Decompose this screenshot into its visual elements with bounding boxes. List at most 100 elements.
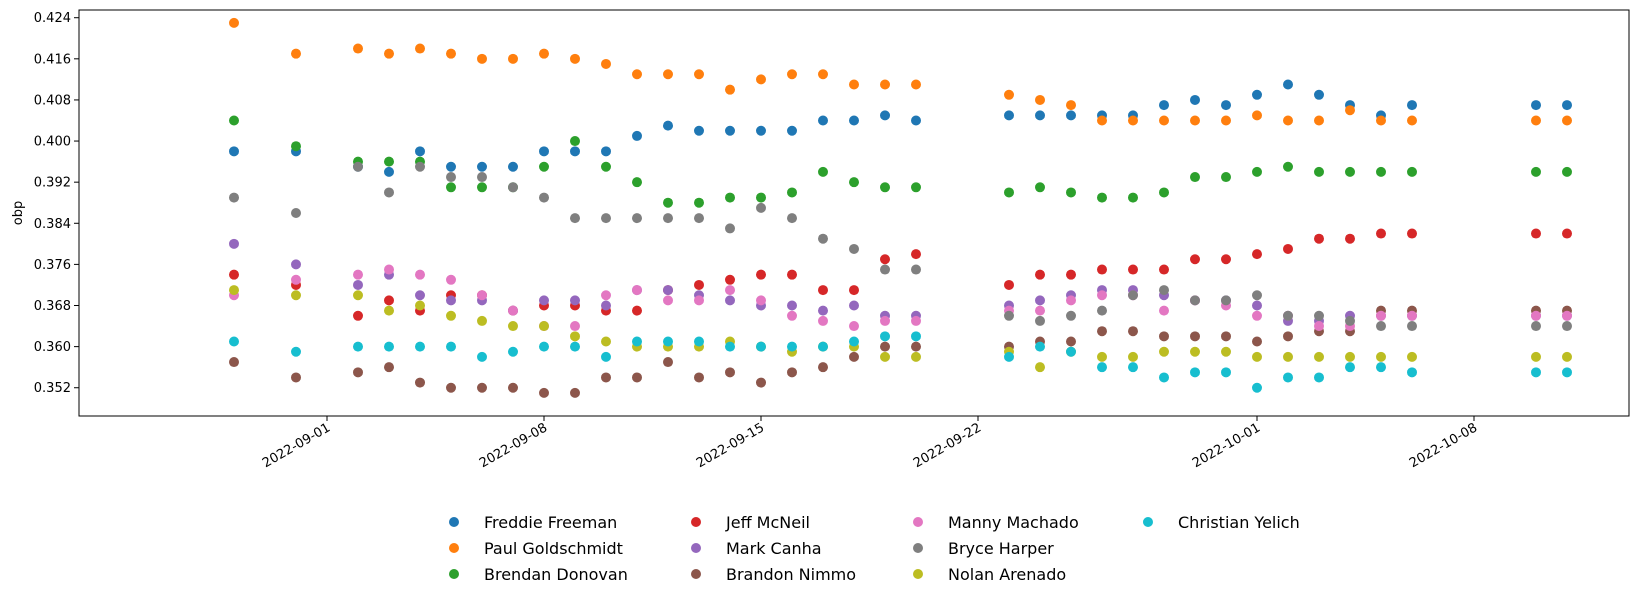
data-point	[570, 295, 580, 306]
data-point	[539, 321, 549, 332]
y-tick-label: 0.352	[34, 381, 71, 396]
data-point	[570, 321, 580, 332]
data-point	[725, 84, 735, 95]
data-point	[1562, 228, 1572, 239]
legend-marker	[449, 543, 459, 553]
data-point	[663, 295, 673, 306]
data-point	[880, 341, 890, 352]
data-point	[1128, 351, 1138, 362]
data-point	[1283, 372, 1293, 383]
data-point	[477, 315, 487, 326]
data-point	[756, 295, 766, 306]
data-point	[601, 58, 611, 69]
data-point	[787, 125, 797, 136]
data-point	[1066, 336, 1076, 347]
data-point	[446, 274, 456, 285]
data-point	[1252, 300, 1262, 311]
data-point	[229, 269, 239, 280]
data-point	[1531, 321, 1541, 332]
data-point	[1035, 341, 1045, 352]
data-point	[384, 305, 394, 316]
data-point	[446, 182, 456, 193]
data-point	[601, 213, 611, 224]
data-point	[849, 285, 859, 296]
data-point	[477, 53, 487, 64]
data-point	[1221, 254, 1231, 265]
data-point	[477, 290, 487, 301]
data-point	[415, 290, 425, 301]
data-point	[1035, 182, 1045, 193]
data-point	[663, 213, 673, 224]
data-point	[787, 187, 797, 198]
data-point	[1190, 295, 1200, 306]
data-point	[229, 192, 239, 203]
data-point	[353, 290, 363, 301]
y-tick-label: 0.400	[34, 135, 71, 150]
data-point	[1128, 115, 1138, 126]
data-point	[787, 69, 797, 80]
data-point	[415, 341, 425, 352]
data-point	[291, 346, 301, 357]
data-point	[880, 79, 890, 90]
data-point	[446, 310, 456, 321]
data-point	[353, 367, 363, 378]
legend-label: Paul Goldschmidt	[484, 539, 623, 558]
data-point	[1407, 115, 1417, 126]
data-point	[1190, 331, 1200, 342]
data-point	[1314, 310, 1324, 321]
data-point	[1531, 367, 1541, 378]
data-point	[911, 315, 921, 326]
data-point	[601, 372, 611, 383]
data-point	[229, 336, 239, 347]
data-point	[1562, 321, 1572, 332]
data-point	[1252, 310, 1262, 321]
legend-item: Christian Yelich	[1143, 513, 1300, 532]
legend-marker	[1143, 517, 1153, 527]
data-point	[477, 161, 487, 172]
data-point	[539, 341, 549, 352]
data-point	[477, 351, 487, 362]
data-point	[415, 43, 425, 54]
data-point	[1531, 115, 1541, 126]
data-point	[1345, 233, 1355, 244]
data-point	[508, 161, 518, 172]
data-point	[1407, 321, 1417, 332]
y-tick-label: 0.392	[34, 176, 71, 191]
data-point	[663, 69, 673, 80]
data-point	[818, 362, 828, 373]
data-point	[1252, 110, 1262, 121]
data-point	[1252, 290, 1262, 301]
data-point	[570, 213, 580, 224]
data-point	[1035, 269, 1045, 280]
data-point	[229, 238, 239, 249]
data-point	[1097, 326, 1107, 337]
data-point	[1035, 110, 1045, 121]
legend-label: Manny Machado	[948, 513, 1079, 532]
data-point	[694, 197, 704, 208]
data-point	[229, 146, 239, 157]
data-point	[1345, 351, 1355, 362]
data-point	[1097, 351, 1107, 362]
legend-label: Freddie Freeman	[484, 513, 617, 532]
data-point	[756, 341, 766, 352]
data-point	[725, 192, 735, 203]
data-point	[229, 115, 239, 126]
data-point	[353, 43, 363, 54]
legend-item: Brendan Donovan	[449, 565, 628, 584]
data-point	[1097, 290, 1107, 301]
data-point	[849, 177, 859, 188]
data-point	[694, 279, 704, 290]
data-point	[415, 269, 425, 280]
data-point	[1097, 264, 1107, 275]
data-point	[1190, 367, 1200, 378]
data-point	[787, 367, 797, 378]
data-point	[1376, 321, 1386, 332]
data-points	[229, 17, 1572, 398]
legend-label: Brendan Donovan	[484, 565, 628, 584]
data-point	[229, 285, 239, 296]
data-point	[1128, 326, 1138, 337]
legend: Freddie Freeman Paul Goldschmidt Brendan D…	[449, 513, 1300, 584]
data-point	[1345, 315, 1355, 326]
data-point	[384, 362, 394, 373]
data-point	[353, 269, 363, 280]
